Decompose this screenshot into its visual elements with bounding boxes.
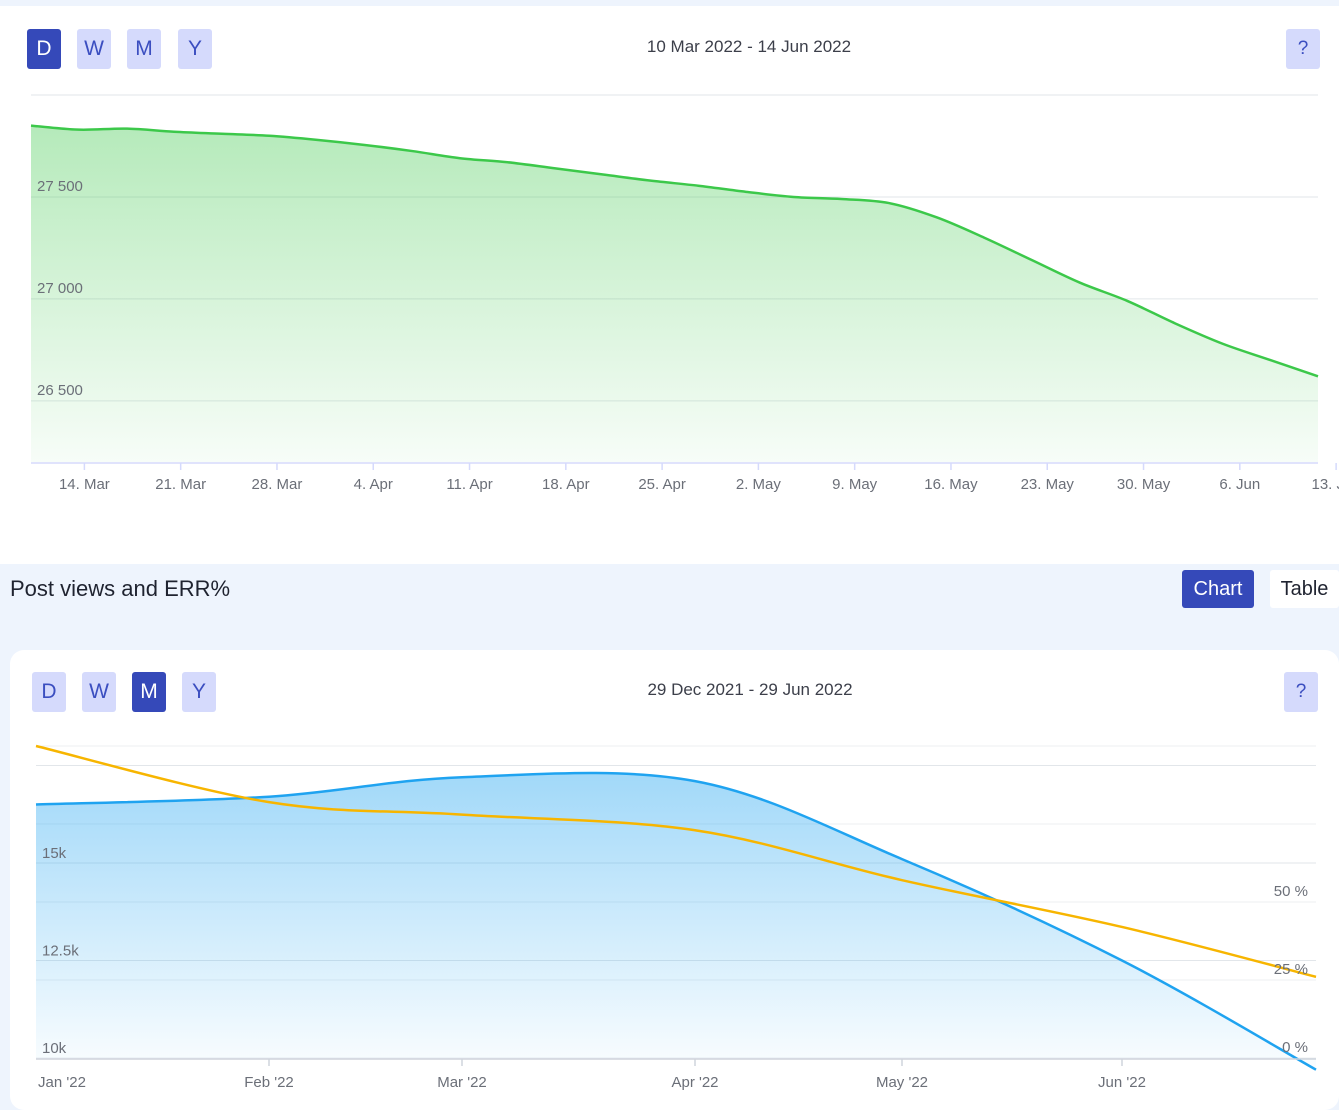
x-tick-label: 23. May xyxy=(1021,476,1075,493)
y-tick-label: 27 000 xyxy=(37,280,83,297)
help-question-icon[interactable]: ? xyxy=(1286,29,1320,69)
x-tick-label: 4. Apr xyxy=(354,476,393,493)
x-tick-label: 13. Jun xyxy=(1312,476,1339,493)
period-day-button[interactable]: D xyxy=(27,29,61,69)
date-range: 29 Dec 2021 - 29 Jun 2022 xyxy=(647,680,853,699)
subscribers-chart: 26 500 27 000 27 500 14. Mar 21. Mar 28. Mar 4… xyxy=(30,94,1339,493)
period-week-button[interactable]: W xyxy=(77,29,111,69)
subscribers-line xyxy=(30,124,1319,378)
x-tick-label: 6. Jun xyxy=(1219,476,1260,493)
y-tick-label: 27 500 xyxy=(37,178,83,195)
period-year-button[interactable]: Y xyxy=(178,29,212,69)
help-question-icon[interactable]: ? xyxy=(1284,672,1318,712)
y-tick-label: 26 500 xyxy=(37,382,83,399)
section-title: Post views and ERR% xyxy=(10,576,231,601)
period-year-button[interactable]: Y xyxy=(182,672,216,712)
x-tick-label: 2. May xyxy=(736,476,782,493)
date-range: 10 Mar 2022 - 14 Jun 2022 xyxy=(646,37,852,56)
period-week-button[interactable]: W xyxy=(82,672,116,712)
period-day-button[interactable]: D xyxy=(32,672,66,712)
x-tick-label: 30. May xyxy=(1117,476,1171,493)
section-header-strip xyxy=(0,564,1339,650)
x-tick-label: 11. Apr xyxy=(446,476,492,493)
post-views-chart-card xyxy=(10,650,1339,1110)
period-month-button[interactable]: M xyxy=(132,672,166,712)
x-tick-label: 9. May xyxy=(832,476,878,493)
x-tick-label: 21. Mar xyxy=(155,476,206,493)
x-tick-label: 28. Mar xyxy=(252,476,303,493)
x-tick-label: 14. Mar xyxy=(59,476,110,493)
card-gap xyxy=(0,508,1339,564)
table-view-button[interactable]: Table xyxy=(1270,570,1339,608)
x-tick-label: 16. May xyxy=(924,476,978,493)
subscribers-area xyxy=(31,125,1318,462)
chart-view-button[interactable]: Chart xyxy=(1182,570,1254,608)
x-tick-label: 25. Apr xyxy=(638,476,686,493)
x-tick-label: 18. Apr xyxy=(542,476,590,493)
period-month-button[interactable]: M xyxy=(127,29,161,69)
